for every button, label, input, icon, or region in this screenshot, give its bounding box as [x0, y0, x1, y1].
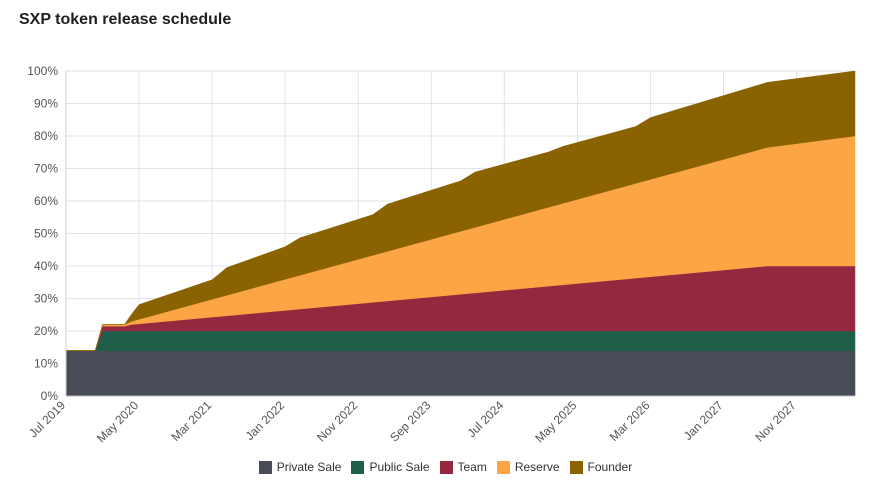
x-tick-label: Jul 2024: [464, 398, 506, 440]
legend-label: Founder: [587, 460, 633, 474]
x-tick-label: Mar 2021: [168, 398, 214, 444]
area-private-sale: [65, 350, 856, 397]
x-tick-labels: Jul 2019 May 2020 Mar 2021 Jan 2022 Nov 2022…: [26, 398, 799, 445]
y-tick-label: 100%: [27, 64, 58, 78]
y-tick-label: 30%: [34, 292, 58, 306]
x-tick-label: Jan 2027: [681, 398, 726, 443]
y-tick-label: 20%: [34, 324, 58, 338]
legend-label: Reserve: [514, 460, 560, 474]
y-tick-label: 0%: [41, 389, 59, 403]
area-public-sale: [66, 330, 856, 351]
legend-item-private-sale[interactable]: Private Sale: [258, 460, 342, 474]
y-tick-label: 40%: [34, 259, 58, 273]
x-tick-label: May 2020: [94, 398, 141, 445]
x-tick-label: Mar 2026: [607, 398, 653, 444]
legend-swatch: [351, 460, 365, 474]
x-tick-label: Jan 2022: [242, 398, 287, 443]
area-chart: 0% 10% 20% 30% 40% 50% 60% 70% 80% 90% 100% Jul 20…: [26, 64, 856, 445]
x-tick-label: May 2025: [532, 398, 579, 445]
axes: [65, 71, 855, 397]
chart-title: SXP token release schedule: [19, 11, 232, 28]
legend-swatch: [569, 460, 583, 474]
x-tick-label: Nov 2022: [314, 398, 360, 444]
y-tick-labels: 0% 10% 20% 30% 40% 50% 60% 70% 80% 90% 100%: [27, 64, 58, 403]
legend-label: Team: [457, 460, 487, 474]
legend-item-founder[interactable]: Founder: [569, 460, 633, 474]
chart-legend: Private Sale Public Sale Team Reserve Founde…: [0, 460, 891, 474]
y-tick-label: 10%: [34, 357, 58, 371]
x-tick-label: Nov 2027: [752, 398, 798, 444]
stacked-areas: [65, 70, 856, 397]
legend-item-team[interactable]: Team: [439, 460, 487, 474]
y-tick-label: 80%: [34, 129, 58, 143]
area-founder: [66, 70, 856, 351]
y-tick-label: 60%: [34, 194, 58, 208]
legend-swatch: [496, 460, 510, 474]
legend-swatch: [258, 460, 272, 474]
legend-item-reserve[interactable]: Reserve: [496, 460, 560, 474]
x-tick-label: Jul 2019: [26, 398, 68, 440]
legend-item-public-sale[interactable]: Public Sale: [351, 460, 430, 474]
y-tick-label: 70%: [34, 162, 58, 176]
legend-label: Public Sale: [369, 460, 430, 474]
legend-swatch: [439, 460, 453, 474]
y-tick-label: 90%: [34, 97, 58, 111]
y-tick-label: 50%: [34, 227, 58, 241]
x-tick-label: Sep 2023: [387, 398, 433, 444]
legend-label: Private Sale: [276, 460, 342, 474]
